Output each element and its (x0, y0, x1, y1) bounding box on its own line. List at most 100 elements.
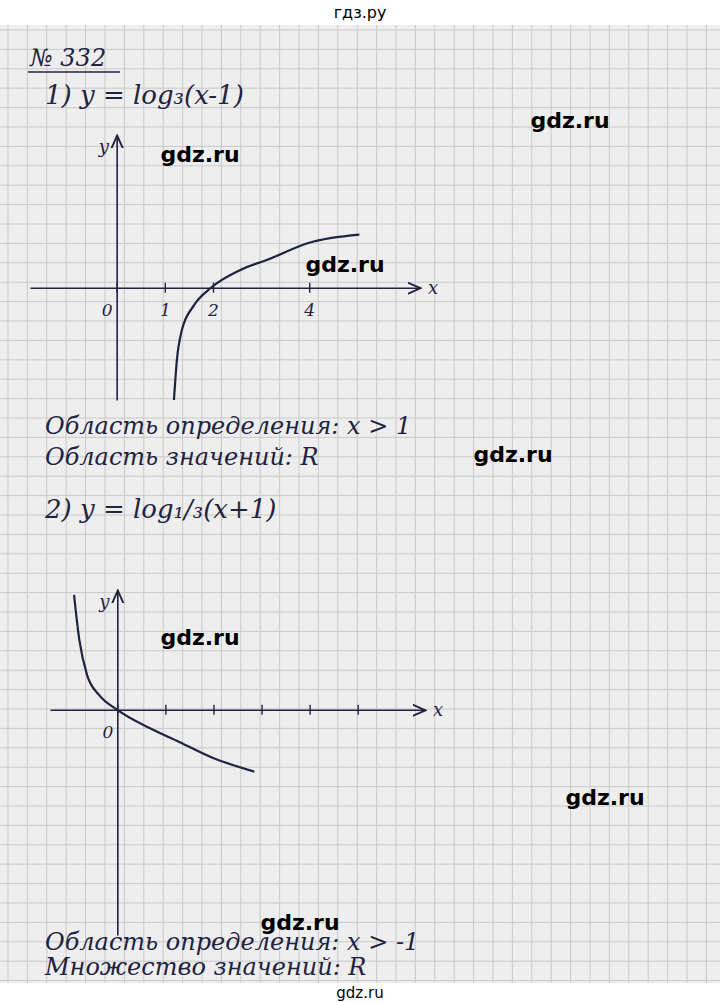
x-axis: 0 1 2 4 (31, 283, 421, 320)
paper-grid-line (0, 825, 720, 826)
paper-grid-line (609, 0, 610, 1002)
x-tick: 0 (102, 705, 117, 742)
page: гдз.ру№ 3321) y = log₃(x-1)0124xyОбласть… (0, 0, 720, 1002)
y-axis (117, 136, 118, 401)
x-tick (310, 705, 311, 715)
paper-grid-line (0, 476, 720, 477)
x-tick (262, 705, 263, 715)
paper-grid-line (0, 844, 720, 845)
paper-grid-line (667, 0, 668, 1002)
x-axis-label: x (428, 277, 438, 298)
paper-grid-line (590, 0, 591, 1002)
paper-grid-line (0, 747, 720, 748)
paper-grid-line (0, 553, 720, 554)
paper-grid-line (0, 534, 720, 535)
paper-grid-line (0, 224, 720, 225)
watermark: gdz.ru (160, 625, 239, 650)
paper-grid-line (415, 0, 416, 1002)
paper-grid-line (337, 0, 338, 1002)
x-tick (358, 705, 359, 715)
x-tick: 1 (160, 283, 171, 320)
paper-grid-line (0, 340, 720, 341)
header-band (0, 0, 720, 25)
paper-grid-line (318, 0, 319, 1002)
paper-grid-line (0, 49, 720, 50)
x-tick-label: 4 (303, 300, 315, 320)
paper-grid-line (279, 0, 280, 1002)
paper-grid-line (473, 0, 474, 1002)
problem-underline (28, 71, 120, 73)
annotation: Множество значений: R (44, 953, 366, 981)
paper-grid-line (551, 0, 552, 1002)
paper-grid-line (570, 0, 571, 1002)
watermark: gdz.ru (530, 108, 609, 133)
watermark: gdz.ru (260, 910, 339, 935)
x-tick-mark (309, 283, 310, 293)
paper-grid-line (493, 0, 494, 1002)
paper-grid-line (0, 398, 720, 399)
chart-title: 2) y = log₁/₃(x+1) (44, 494, 276, 524)
paper-grid-line (0, 573, 720, 574)
y-axis-label: y (98, 136, 110, 157)
paper-grid-line (0, 321, 720, 322)
x-tick-mark (165, 283, 166, 293)
annotation: Область определения: x > 1 (45, 412, 411, 440)
paper-grid-line (0, 165, 720, 166)
paper (0, 0, 720, 1002)
x-tick-mark (309, 705, 310, 715)
paper-grid-line (8, 0, 9, 1002)
footer: gdz.ru (336, 984, 383, 1002)
chart: 2) y = log₁/₃(x+1)0xyОбласть определения… (44, 494, 443, 981)
paper-grid-line (0, 243, 720, 244)
paper-grid-line (0, 30, 720, 31)
paper-grid-line (376, 0, 377, 1002)
paper-grid-line (648, 0, 649, 1002)
paper-grid-line (706, 0, 707, 1002)
annotation: Область значений: R (45, 443, 319, 471)
paper-grid-line (454, 0, 455, 1002)
paper-grid-line (0, 883, 720, 884)
paper-grid-line (0, 767, 720, 768)
paper-grid-line (396, 0, 397, 1002)
paper-grid-line (0, 650, 720, 651)
x-tick-label: 2 (207, 300, 219, 320)
paper-grid-line (628, 0, 629, 1002)
y-axis (117, 591, 118, 936)
header: гдз.ру (334, 3, 387, 22)
paper-grid-line (687, 0, 688, 1002)
x-tick-mark (357, 705, 358, 715)
paper-grid-line (531, 0, 532, 1002)
x-tick-label: 1 (160, 300, 171, 320)
paper-grid-line (434, 0, 435, 1002)
x-tick (165, 705, 166, 715)
x-axis-label: x (433, 699, 443, 720)
paper-grid-line (0, 922, 720, 923)
annotation: Область определения: x > -1 (45, 928, 419, 956)
y-axis-line (116, 136, 118, 401)
plot-area (74, 595, 254, 772)
footer-band (0, 983, 720, 1002)
paper-grid-line (27, 0, 28, 1002)
x-tick-mark (261, 705, 262, 715)
x-axis-line (51, 709, 426, 711)
paper-grid-line (0, 864, 720, 865)
x-tick-mark (165, 705, 166, 715)
y-axis-line (117, 591, 119, 936)
watermark: gdz.ru (565, 785, 644, 810)
x-tick-label: 0 (102, 300, 113, 320)
paper-grid-line (0, 670, 720, 671)
paper-grid-line (357, 0, 358, 1002)
paper-grid-line (0, 204, 720, 205)
chart: 1) y = log₃(x-1)0124xyОбласть определени… (31, 80, 439, 471)
watermark: gdz.ru (305, 252, 384, 277)
x-tick (213, 705, 214, 715)
paper-grid-line (299, 0, 300, 1002)
x-tick-label: 0 (102, 722, 113, 742)
watermark: gdz.ru (160, 142, 239, 167)
paper-grid-line (0, 359, 720, 360)
watermark: gdz.ru (473, 442, 552, 467)
paper-grid-line (0, 631, 720, 632)
paper-grid-line (0, 68, 720, 69)
paper-grid-line (512, 0, 513, 1002)
x-axis: 0 (51, 705, 426, 742)
